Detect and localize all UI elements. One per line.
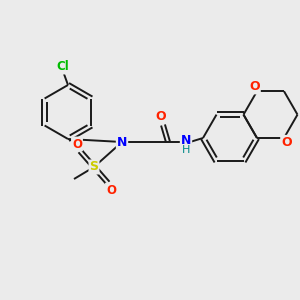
Text: Cl: Cl [57,61,69,74]
Text: O: O [249,80,260,93]
Text: H: H [182,145,190,155]
Text: O: O [72,137,82,151]
Text: O: O [156,110,166,122]
Text: S: S [89,160,98,173]
Text: N: N [181,134,191,146]
Text: O: O [106,184,116,196]
Text: O: O [281,136,292,149]
Text: N: N [117,136,127,148]
